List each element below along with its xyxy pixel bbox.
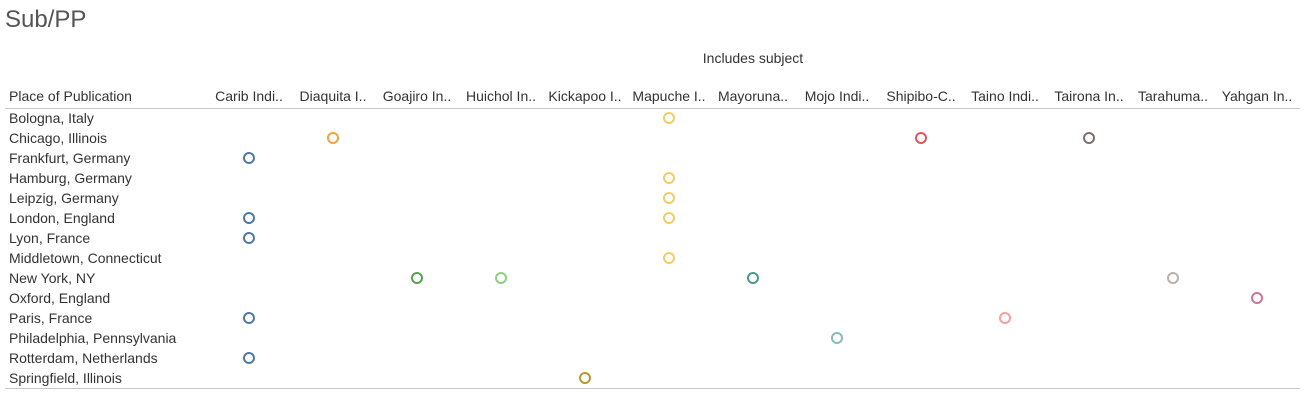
bottom-divider <box>5 388 1300 389</box>
column-axis-title: Includes subject <box>702 50 804 66</box>
column-header: Goajiro In.. <box>382 88 452 104</box>
column-header: Mayoruna.. <box>717 88 789 104</box>
data-point[interactable] <box>915 132 927 144</box>
row-axis-title: Place of Publication <box>9 88 132 104</box>
row-label: Philadelphia, Pennsylvania <box>9 330 177 346</box>
data-point[interactable] <box>243 352 255 364</box>
column-header: Kickapoo I.. <box>548 88 622 104</box>
chart-title: Sub/PP <box>5 6 87 33</box>
data-point[interactable] <box>663 212 675 224</box>
header-divider <box>5 108 1300 109</box>
row-label: Paris, France <box>9 310 93 326</box>
data-point[interactable] <box>663 252 675 264</box>
row-label: Rotterdam, Netherlands <box>9 350 158 366</box>
row-label: Bologna, Italy <box>9 110 94 126</box>
column-header: Carib Indi.. <box>215 88 283 104</box>
data-point[interactable] <box>243 312 255 324</box>
data-point[interactable] <box>1167 272 1179 284</box>
row-label: Oxford, England <box>9 290 111 306</box>
row-label: Hamburg, Germany <box>9 170 132 186</box>
column-header: Mapuche I.. <box>632 88 706 104</box>
column-header: Diaquita I.. <box>299 88 367 104</box>
column-header: Tarahuma.. <box>1137 88 1209 104</box>
data-point[interactable] <box>999 312 1011 324</box>
row-label: London, England <box>9 210 115 226</box>
data-point[interactable] <box>1083 132 1095 144</box>
row-label: Chicago, Illinois <box>9 130 108 146</box>
data-point[interactable] <box>663 112 675 124</box>
data-point[interactable] <box>663 172 675 184</box>
data-point[interactable] <box>663 192 675 204</box>
data-point[interactable] <box>747 272 759 284</box>
row-label: Middletown, Connecticut <box>9 250 162 266</box>
row-label: Frankfurt, Germany <box>9 150 131 166</box>
data-point[interactable] <box>1251 292 1263 304</box>
column-header: Tairona In.. <box>1054 88 1124 104</box>
data-point[interactable] <box>243 212 255 224</box>
row-label: Lyon, France <box>9 230 91 246</box>
row-label: Leipzig, Germany <box>9 190 119 206</box>
column-header: Yahgan In.. <box>1221 88 1293 104</box>
row-label: Springfield, Illinois <box>9 370 122 386</box>
column-header: Taino Indi.. <box>971 88 1039 104</box>
data-point[interactable] <box>327 132 339 144</box>
data-point[interactable] <box>243 152 255 164</box>
data-point[interactable] <box>243 232 255 244</box>
data-point[interactable] <box>495 272 507 284</box>
row-label: New York, NY <box>9 270 96 286</box>
data-point[interactable] <box>831 332 843 344</box>
column-header: Huichol In.. <box>465 88 537 104</box>
column-header: Mojo Indi.. <box>804 88 870 104</box>
column-header: Shipibo-C.. <box>886 88 956 104</box>
data-point[interactable] <box>579 372 591 384</box>
data-point[interactable] <box>411 272 423 284</box>
